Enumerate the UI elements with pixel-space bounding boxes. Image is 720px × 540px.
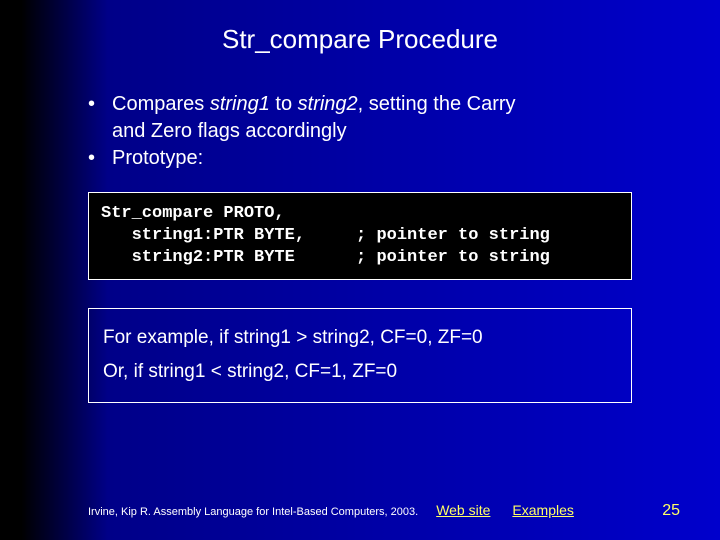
bullet-list: • Compares string1 to string2, setting t…: [88, 91, 720, 172]
b2-text: Prototype:: [112, 145, 203, 172]
citation: Irvine, Kip R. Assembly Language for Int…: [88, 506, 418, 518]
bullet-dot: •: [88, 91, 112, 118]
b1-pre: Compares: [112, 93, 210, 115]
example-line2: Or, if string1 < string2, CF=1, ZF=0: [103, 355, 617, 389]
examples-link[interactable]: Examples: [512, 502, 573, 518]
slide-title: Str_compare Procedure: [0, 0, 720, 55]
example-line1: For example, if string1 > string2, CF=0,…: [103, 321, 617, 355]
footer: Irvine, Kip R. Assembly Language for Int…: [88, 502, 680, 520]
bullet-1: • Compares string1 to string2, setting t…: [88, 91, 720, 145]
b1-string1: string1: [210, 93, 270, 115]
code-block: Str_compare PROTO, string1:PTR BYTE, ; p…: [88, 192, 632, 280]
example-box: For example, if string1 > string2, CF=0,…: [88, 308, 632, 402]
b1-line2: and Zero flags accordingly: [112, 120, 347, 142]
b1-post: , setting the Carry: [358, 93, 516, 115]
bullet-1-text: Compares string1 to string2, setting the…: [112, 91, 516, 145]
website-link[interactable]: Web site: [436, 502, 490, 518]
bullet-dot: •: [88, 145, 112, 172]
b1-string2: string2: [298, 93, 358, 115]
page-number: 25: [662, 502, 680, 520]
bullet-2: • Prototype:: [88, 145, 720, 172]
b1-mid: to: [270, 93, 298, 115]
